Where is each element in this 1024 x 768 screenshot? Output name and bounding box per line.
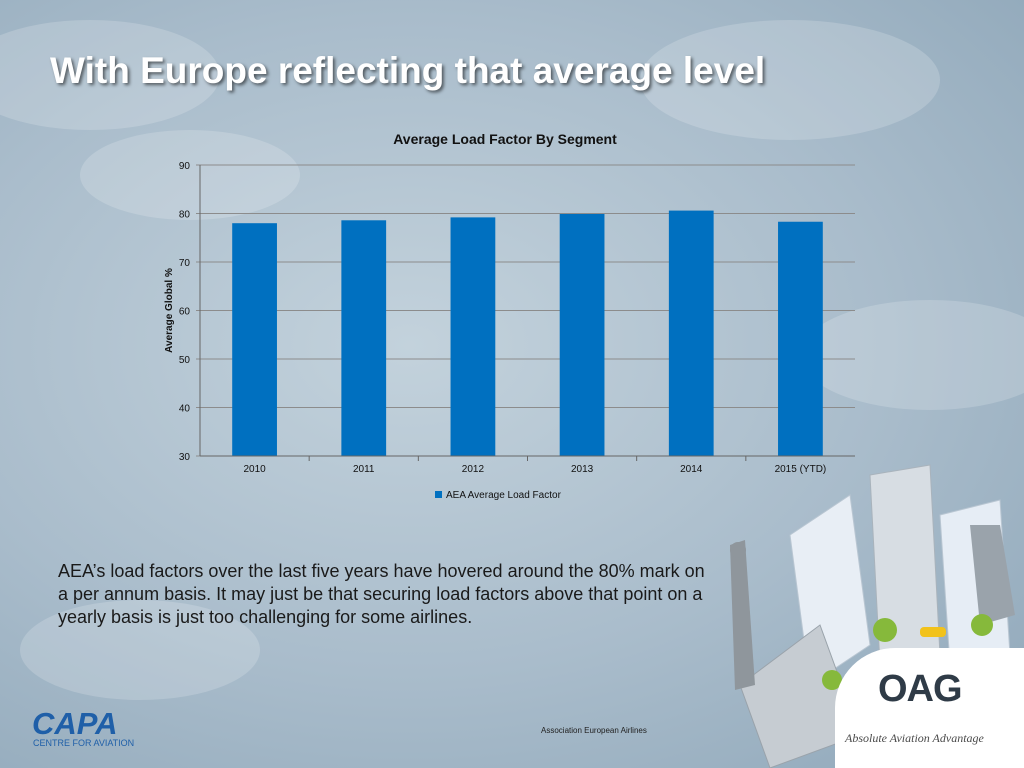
capa-logo-subtext: CENTRE FOR AVIATION (33, 738, 134, 748)
y-axis-ticks: 30 40 50 60 70 80 90 (179, 161, 191, 463)
source-note: Association European Airlines (541, 726, 647, 735)
x-axis-ticks: 2010 2011 2012 2013 2014 2015 (YTD) (200, 455, 855, 475)
background-cloud (0, 20, 220, 130)
slide-body-text: AEA’s load factors over the last five ye… (58, 561, 705, 627)
bar-chart: Average Load Factor By Segment 30 40 50 60 7… (164, 131, 855, 501)
bar-2014 (668, 210, 714, 456)
chart-legend: AEA Average Load Factor (435, 490, 562, 501)
legend-entry: AEA Average Load Factor (446, 490, 562, 501)
bar-2011 (341, 220, 387, 456)
x-tick-label: 2010 (243, 464, 266, 475)
y-tick-label: 70 (179, 258, 191, 269)
background-cloud (20, 600, 260, 700)
x-tick-label: 2013 (571, 464, 594, 475)
city-skyline-illustration (730, 464, 1015, 768)
x-tick-label: 2014 (680, 464, 703, 475)
bar-2010 (232, 223, 277, 456)
y-tick-label: 30 (179, 452, 191, 463)
capa-logo-text: CAPA (32, 706, 118, 741)
x-tick-label: 2012 (462, 464, 485, 475)
y-tick-label: 90 (179, 161, 191, 172)
oag-badge-background (835, 648, 1024, 768)
x-tick-label: 2015 (YTD) (775, 464, 827, 475)
bar-series (232, 210, 823, 456)
y-tick-label: 40 (179, 404, 191, 415)
y-tick-label: 80 (179, 210, 191, 221)
chart-gridlines (196, 164, 855, 457)
background-cloud (80, 130, 300, 220)
bar-2012 (450, 217, 496, 456)
y-tick-label: 50 (179, 355, 191, 366)
capa-logo: CAPA CENTRE FOR AVIATION (32, 706, 134, 748)
oag-tagline: Absolute Aviation Advantage (845, 731, 984, 745)
y-axis-label: Average Global % (164, 268, 175, 353)
bar-2013 (559, 213, 605, 456)
slide-title: With Europe reflecting that average leve… (50, 50, 766, 91)
bar-2015-ytd (778, 221, 823, 456)
legend-swatch (435, 491, 442, 498)
oag-logo: OAG (878, 668, 963, 710)
y-tick-label: 60 (179, 307, 191, 318)
background-cloud (640, 20, 940, 140)
background-cloud (800, 300, 1024, 410)
x-tick-label: 2011 (353, 464, 375, 475)
chart-title: Average Load Factor By Segment (393, 131, 617, 147)
